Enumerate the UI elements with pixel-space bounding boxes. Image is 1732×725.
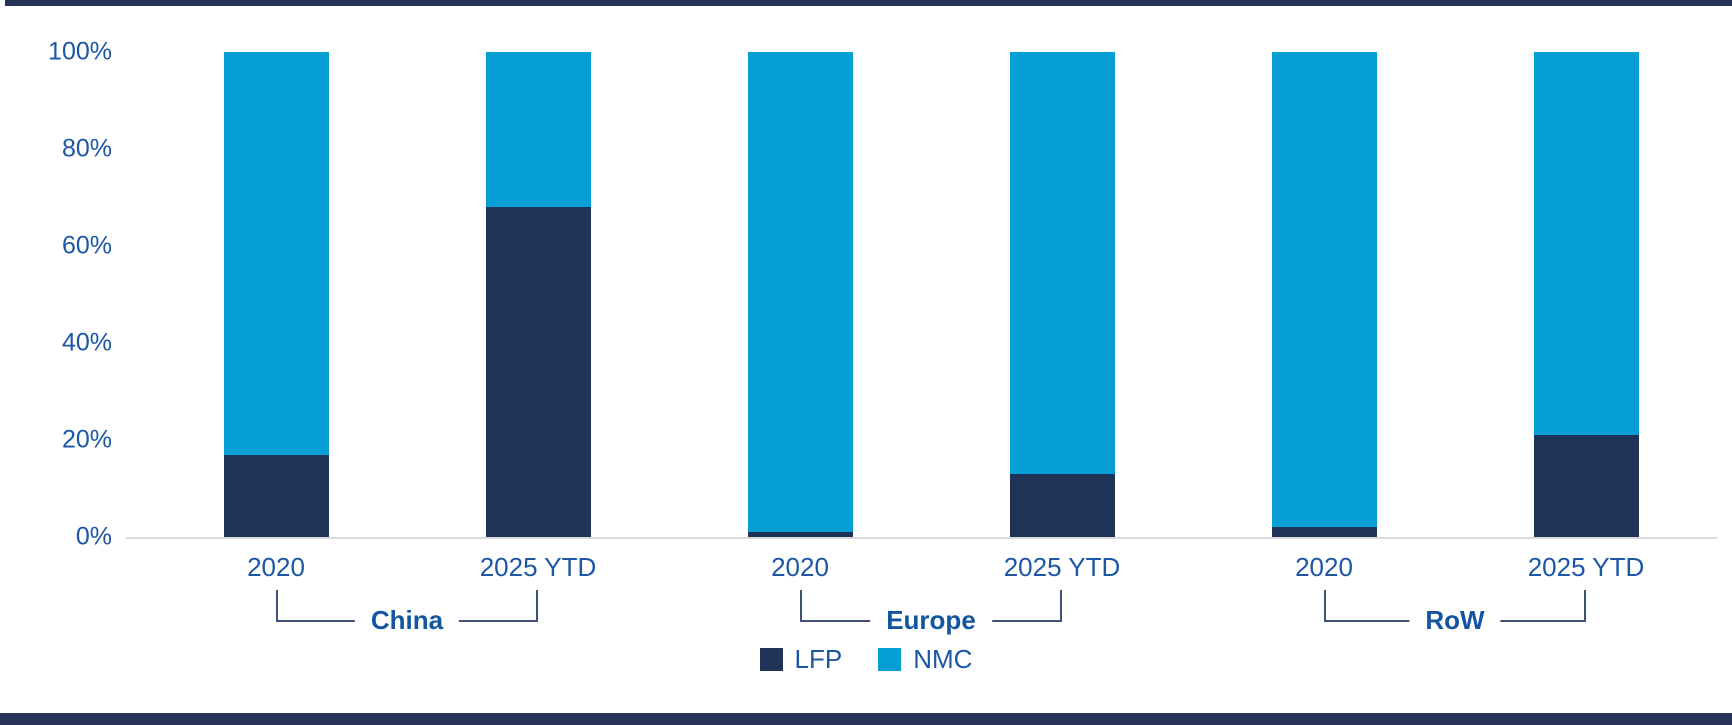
y-tick-20: 20% (61, 425, 112, 454)
stacked-bar-row-2020 (1271, 52, 1377, 537)
group-row: RoW (1193, 590, 1717, 636)
bar-slot-china-2020 (145, 52, 407, 537)
x-axis-labels: 2020 2025 YTD 2020 2025 YTD 2020 2025 YT… (145, 552, 1717, 582)
group-bracket: RoW (1324, 590, 1586, 636)
legend-label-lfp: LFP (794, 644, 843, 674)
group-label-row: RoW (1409, 604, 1501, 636)
legend-swatch-lfp (759, 647, 783, 671)
group-axis: China Europe RoW (145, 590, 1717, 636)
legend-swatch-nmc (878, 647, 902, 671)
legend-label-nmc: NMC (913, 644, 973, 674)
group-label-europe: Europe (870, 604, 992, 636)
x-label-china-2025: 2025 YTD (479, 552, 597, 582)
y-tick-0: 0% (75, 522, 112, 551)
bar-segment-nmc (1533, 52, 1639, 436)
x-label-row-2020: 2020 (1295, 552, 1353, 582)
bar-segment-lfp (1533, 435, 1639, 537)
bar-slot-europe-2020 (669, 52, 931, 537)
bar-segment-lfp (223, 454, 329, 537)
stacked-bar-europe-2025 (1009, 52, 1115, 537)
x-label-europe-2025: 2025 YTD (1003, 552, 1121, 582)
y-tick-60: 60% (61, 231, 112, 260)
stacked-bar-china-2020 (223, 52, 329, 537)
legend-item-nmc: NMC (878, 645, 972, 673)
group-label-china: China (354, 604, 460, 636)
bar-segment-lfp (485, 207, 591, 537)
bar-segment-lfp (1009, 473, 1115, 537)
bar-segment-nmc (223, 52, 329, 455)
stacked-bar-europe-2020 (747, 52, 853, 537)
x-label-row-2025: 2025 YTD (1527, 552, 1645, 582)
bar-slot-europe-2025 (931, 52, 1193, 537)
plot-area (145, 52, 1717, 537)
bar-slot-row-2020 (1193, 52, 1455, 537)
bar-slot-row-2025 (1455, 52, 1717, 537)
legend-item-lfp: LFP (759, 644, 843, 674)
bar-segment-nmc (747, 52, 853, 533)
y-tick-40: 40% (61, 328, 112, 357)
stacked-bar-china-2025 (485, 52, 591, 537)
top-border-line (5, 0, 1732, 6)
legend: LFP NMC (0, 645, 1732, 673)
bar-segment-nmc (1271, 52, 1377, 528)
bar-segment-lfp (747, 532, 853, 537)
stacked-bar-row-2025 (1533, 52, 1639, 537)
x-label-china-2020: 2020 (247, 552, 305, 582)
y-axis: 0% 20% 40% 60% 80% 100% (0, 38, 116, 551)
x-label-europe-2020: 2020 (771, 552, 829, 582)
bottom-border-line (0, 713, 1732, 725)
group-bracket: China (276, 590, 538, 636)
y-tick-80: 80% (61, 134, 112, 163)
group-bracket: Europe (800, 590, 1062, 636)
bar-slot-china-2025 (407, 52, 669, 537)
bar-segment-lfp (1271, 527, 1377, 537)
y-tick-100: 100% (48, 37, 112, 66)
x-axis-line (126, 537, 1717, 539)
group-europe: Europe (669, 590, 1193, 636)
group-china: China (145, 590, 669, 636)
bar-segment-nmc (485, 52, 591, 208)
bar-segment-nmc (1009, 52, 1115, 474)
